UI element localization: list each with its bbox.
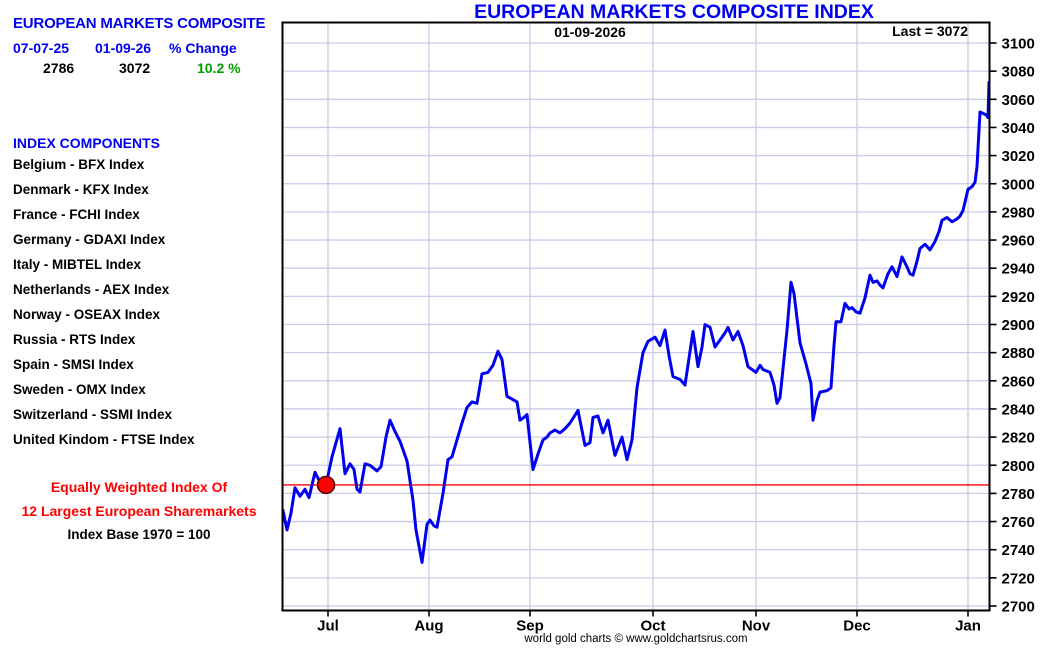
index-component: Switzerland - SSMI Index [13,407,173,422]
y-tick-label: 3060 [1002,92,1035,109]
x-tick-label: Oct [640,618,665,635]
x-tick-label: Sep [516,618,544,635]
y-tick-label: 3100 [1002,36,1035,53]
y-tick-label: 2860 [1002,373,1035,390]
axes: 2700 2720 2740 2760 2780 2800 2820 2840 2860 2880… [281,21,1035,635]
y-tick-label: 2920 [1002,289,1035,306]
note-equally-weighted: Equally Weighted Index Of [50,479,228,495]
y-tick-label: 2840 [1002,401,1035,418]
last-value-label: Last = 3072 [892,23,968,39]
y-tick-label: 2880 [1002,345,1035,362]
components-list: Belgium - BFX Index Denmark - KFX Index Fr… [13,152,195,452]
price-line [281,80,991,564]
y-tick-label: 2980 [1002,204,1035,221]
footer-credit: world gold charts © www.goldchartsrus.co… [524,633,748,645]
y-tick-label: 2940 [1002,261,1035,278]
index-component: Belgium - BFX Index [13,157,145,172]
y-tick-label: 3020 [1002,148,1035,165]
y-tick-label: 2740 [1002,542,1035,559]
end-date-label: 01-09-2026 [554,24,626,40]
y-tick-label: 2760 [1002,514,1035,531]
index-component: Russia - RTS Index [13,332,136,347]
x-tick-label: Dec [843,618,871,635]
pct-change-label: % Change [169,40,237,56]
y-tick-label: 2700 [1002,599,1035,616]
x-tick-label: Aug [414,618,443,635]
panel-title: EUROPEAN MARKETS COMPOSITE [13,15,266,32]
index-component: Sweden - OMX Index [13,382,146,397]
y-tick-label: 2780 [1002,486,1035,503]
index-component: Italy - MIBTEL Index [13,257,142,272]
note-index-base: Index Base 1970 = 100 [67,527,211,542]
x-tick-label: Nov [742,618,771,635]
index-component: Spain - SMSI Index [13,357,134,372]
y-tick-label: 2820 [1002,430,1035,447]
index-component: Denmark - KFX Index [13,182,149,197]
gridlines [282,22,990,611]
index-component: United Kindom - FTSE Index [13,432,195,447]
y-tick-label: 3000 [1002,176,1035,193]
y-tick-label: 3080 [1002,64,1035,81]
end-date: 01-09-26 [95,40,152,56]
start-date: 07-07-25 [13,40,70,56]
start-marker [316,475,336,495]
chart-series [281,80,991,564]
chart-title: EUROPEAN MARKETS COMPOSITE INDEX [474,1,874,23]
start-value: 2786 [43,60,75,76]
x-tick-label: Jan [955,618,981,635]
y-tick-label: 2800 [1002,458,1035,475]
end-value: 3072 [119,60,151,76]
y-tick-label: 2960 [1002,233,1035,250]
y-tick-label: 3040 [1002,120,1035,137]
note-12-largest: 12 Largest European Sharemarkets [21,503,257,519]
index-component: Germany - GDAXI Index [13,232,166,247]
components-title: INDEX COMPONENTS [13,135,161,151]
x-tick-label: Jul [317,618,339,635]
y-tick-label: 2720 [1002,570,1035,587]
index-component: France - FCHI Index [13,207,140,222]
pct-change-value: 10.2 % [197,60,241,76]
y-tick-label: 2900 [1002,317,1035,334]
plot-border [281,21,991,612]
index-component: Norway - OSEAX Index [13,307,161,322]
index-component: Netherlands - AEX Index [13,282,170,297]
